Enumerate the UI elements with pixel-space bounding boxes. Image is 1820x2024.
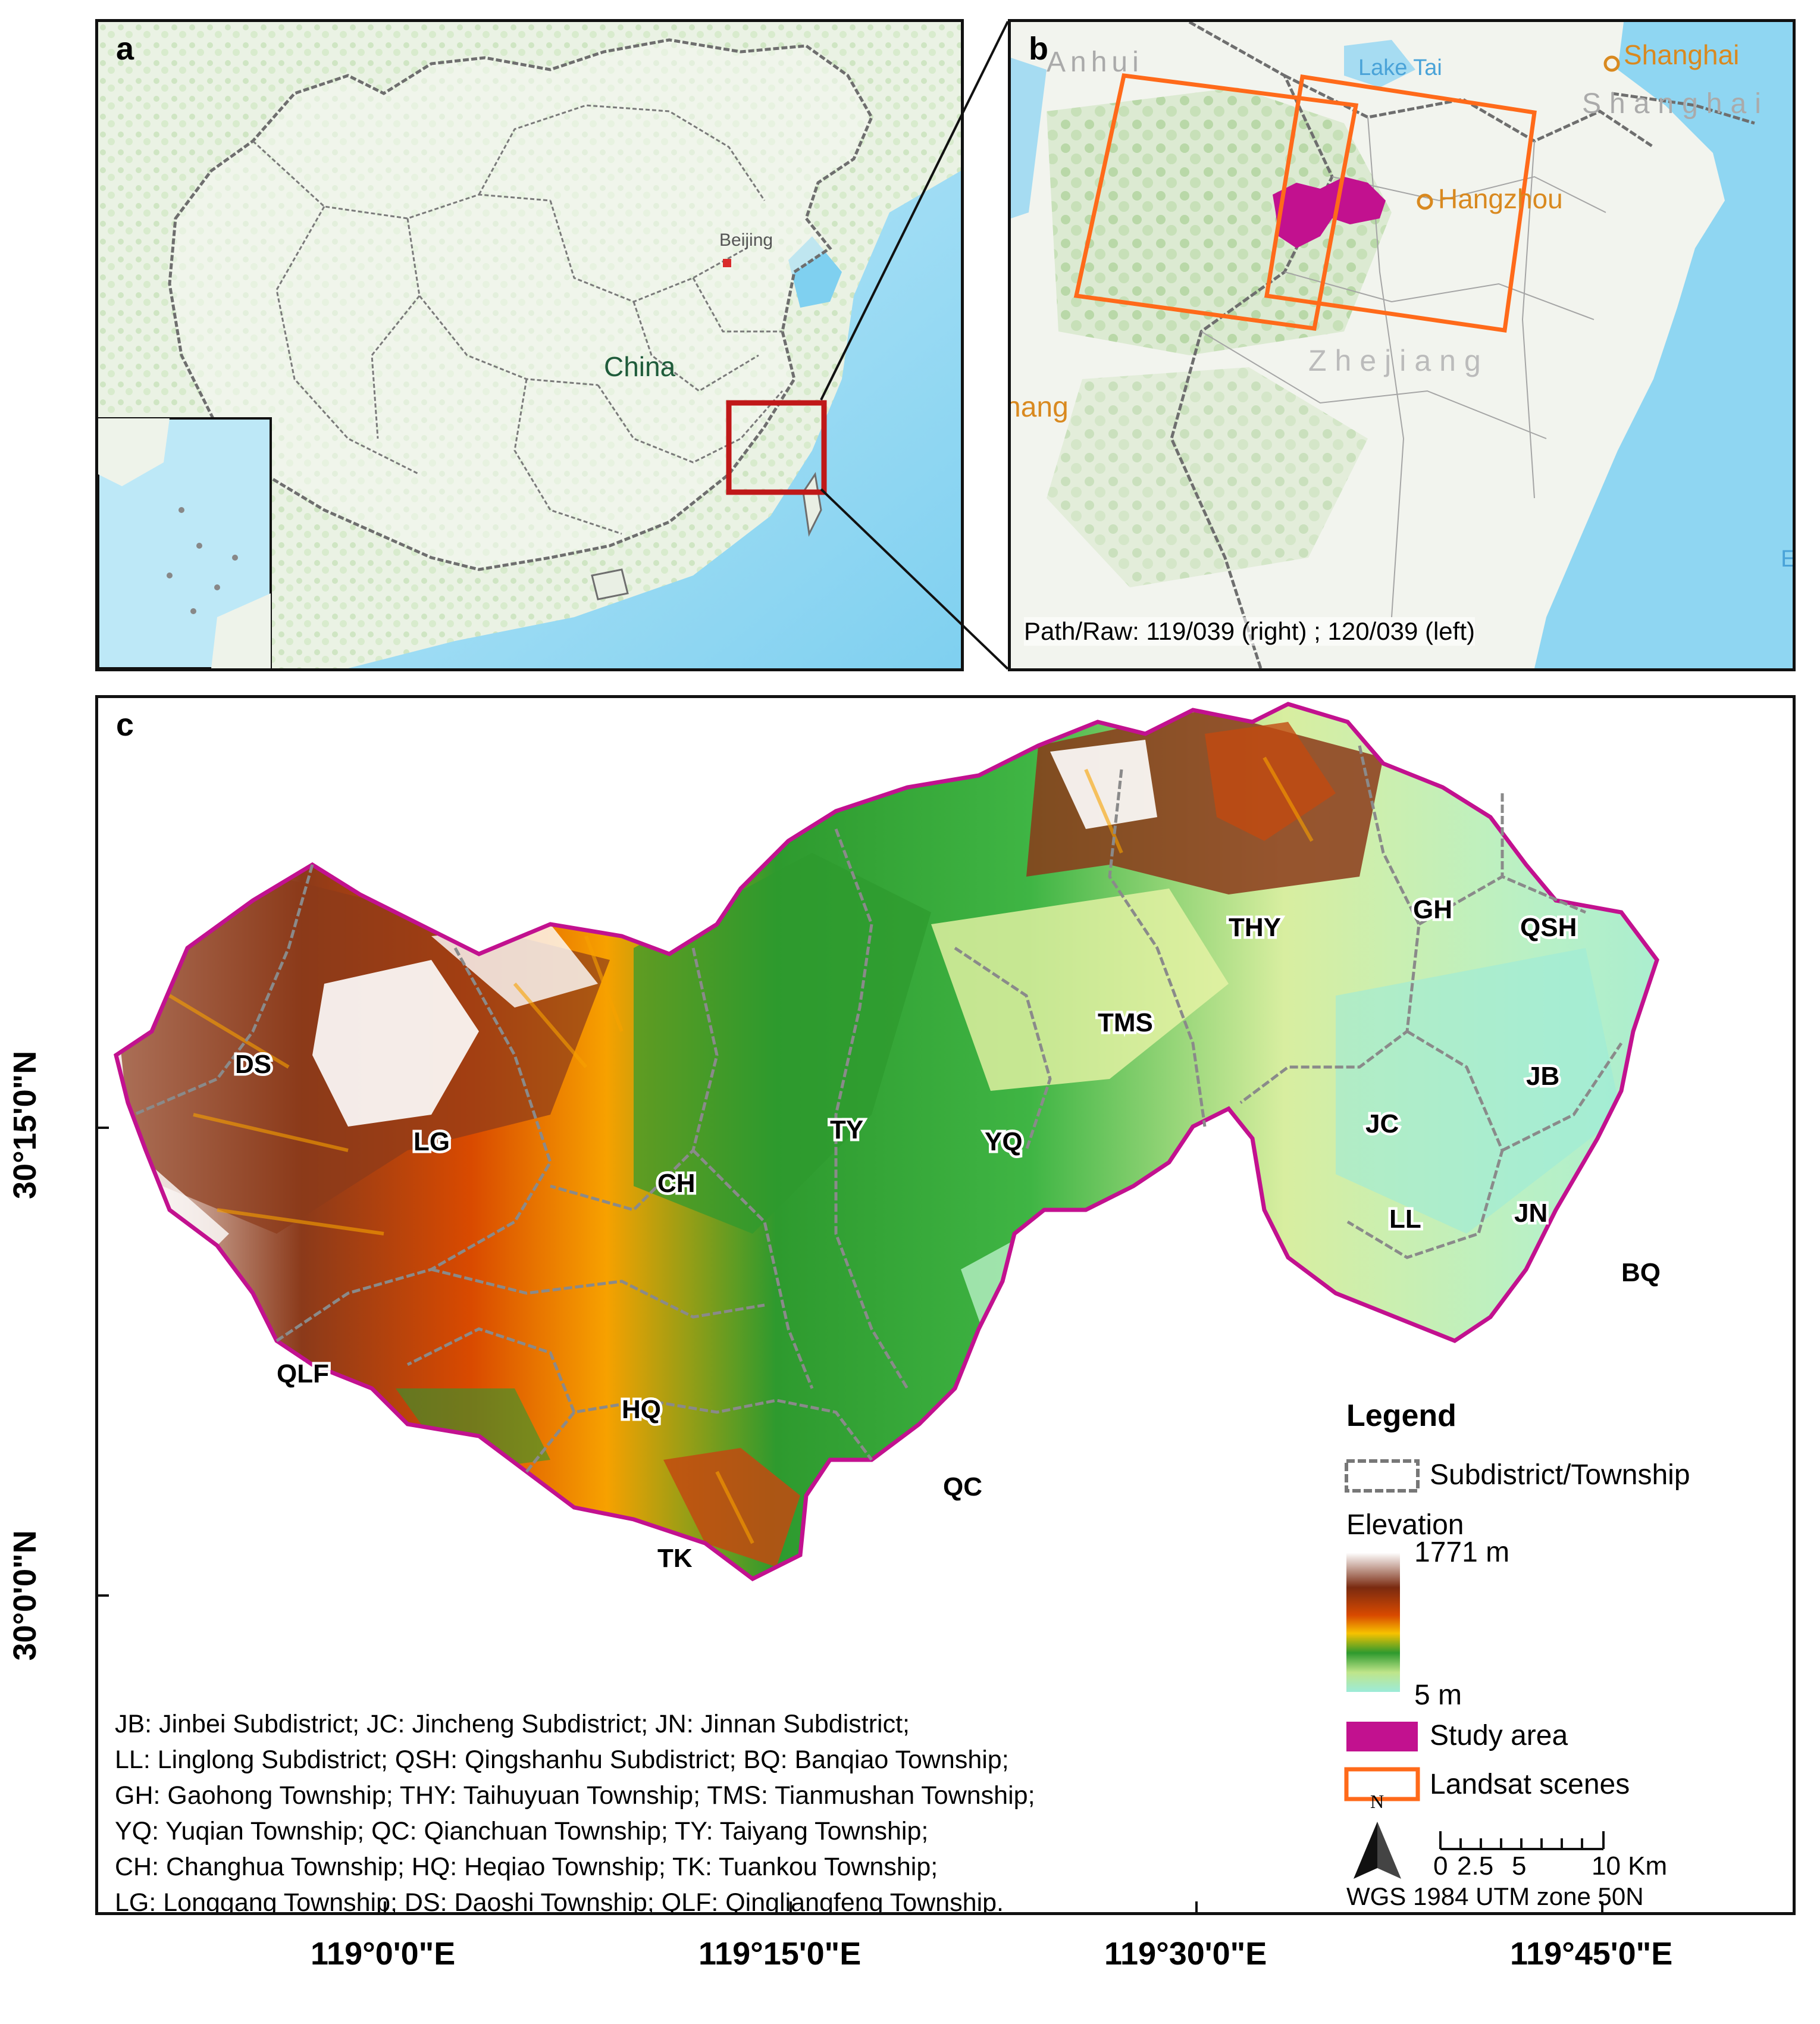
study-area-shape (1273, 177, 1386, 248)
lon-label-119-45: 119°45'0"E (1510, 1936, 1673, 1972)
township-label: JN (1514, 1199, 1548, 1228)
township-label: TY (830, 1115, 863, 1144)
lat-label-30-0: 30°0'0"N (7, 1530, 43, 1661)
township-label: QC (943, 1472, 982, 1501)
scale-tick-0: 0 (1433, 1851, 1448, 1881)
panel-a-china-overview: a (95, 19, 964, 671)
path-row-note: Path/Raw: 119/039 (right) ; 120/039 (lef… (1024, 617, 1475, 646)
legend-landsat-swatch (1344, 1767, 1420, 1801)
abbreviation-line: LG: Longgang Township; DS: Daoshi Townsh… (115, 1888, 1004, 1915)
legend-elevation-label: Elevation (1346, 1509, 1464, 1541)
township-label: YQ (985, 1127, 1023, 1156)
beijing-marker (723, 259, 731, 267)
township-label: THY (1229, 913, 1281, 942)
elevation-map: THY GH QSH TMS DS LG CH TY YQ JB JC LL J… (98, 698, 1664, 1912)
abbreviation-line: JB: Jinbei Subdistrict; JC: Jincheng Sub… (115, 1710, 910, 1738)
hangzhou-marker (1417, 193, 1433, 210)
legend-study-area-label: Study area (1430, 1720, 1568, 1751)
scale-tick-10: 10 Km (1592, 1851, 1668, 1881)
locator-box (726, 400, 827, 495)
panel-letter-b: b (1029, 31, 1048, 67)
regional-map (1011, 22, 1793, 668)
china-map (98, 22, 961, 668)
edge-letter-label: E (1781, 546, 1796, 572)
jiangxi-partial-label: hang (1008, 392, 1069, 423)
shanghai-city-label: Shanghai (1624, 39, 1740, 70)
scale-tick-5: 5 (1512, 1851, 1527, 1881)
legend-landsat-label: Landsat scenes (1430, 1769, 1630, 1800)
panel-b-regional-map: b (1008, 19, 1796, 671)
township-label: TK (657, 1544, 693, 1573)
township-label: LG (414, 1127, 450, 1156)
lake-tai-label: Lake Tai (1358, 55, 1442, 80)
township-label: GH (1413, 895, 1452, 924)
township-label: JB (1526, 1062, 1559, 1091)
township-label: LL (1389, 1205, 1421, 1234)
projection-label: WGS 1984 UTM zone 50N (1346, 1882, 1644, 1910)
legend-title: Legend (1346, 1399, 1456, 1433)
abbreviation-line: CH: Changhua Township; HQ: Heqiao Townsh… (115, 1853, 938, 1881)
legend-elevation-ramp (1346, 1553, 1400, 1692)
township-boundaries (133, 745, 1623, 1473)
hangzhou-label: Hangzhou (1438, 183, 1563, 214)
shanghai-marker (1603, 55, 1620, 72)
shanghai-region-label: Shanghai (1582, 88, 1769, 120)
zoom-connector-lines (820, 21, 1009, 670)
lon-label-119-0: 119°0'0"E (311, 1936, 456, 1972)
township-label: QSH (1520, 913, 1577, 942)
legend-boundary-swatch (1345, 1459, 1420, 1493)
abbreviation-line: GH: Gaohong Township; THY: Taihuyuan Tow… (115, 1781, 1035, 1810)
township-label: QLF (277, 1359, 329, 1388)
abbreviation-line: LL: Linglong Subdistrict; QSH: Qingshanh… (115, 1745, 1009, 1774)
township-label: CH (657, 1169, 696, 1198)
township-label: DS (235, 1050, 271, 1079)
abbreviation-line: YQ: Yuqian Township; QC: Qianchuan Towns… (115, 1817, 929, 1845)
lon-label-119-30: 119°30'0"E (1104, 1936, 1267, 1972)
anhui-label: Anhui (1047, 46, 1144, 78)
china-label: China (604, 351, 676, 382)
panel-letter-a: a (116, 31, 134, 67)
north-arrow-icon (1354, 1822, 1401, 1879)
legend-boundary-label: Subdistrict/Township (1430, 1459, 1690, 1491)
township-label: TMS (1098, 1008, 1153, 1037)
township-label: BQ (1621, 1258, 1661, 1287)
zhejiang-label: Zhejiang (1308, 344, 1489, 377)
township-label: JC (1365, 1109, 1399, 1138)
scale-bar (1439, 1831, 1605, 1850)
scale-tick-2-5: 2.5 (1457, 1851, 1494, 1881)
north-label: N (1370, 1791, 1384, 1812)
lon-label-119-15: 119°15'0"E (698, 1936, 862, 1972)
panel-letter-c: c (116, 707, 134, 743)
panel-c-elevation-map: c (95, 695, 1796, 1915)
legend-elevation-min: 5 m (1414, 1679, 1462, 1711)
legend-elevation-max: 1771 m (1414, 1537, 1510, 1568)
township-label: HQ (622, 1395, 661, 1424)
beijing-label: Beijing (719, 230, 773, 250)
lat-label-30-15: 30°15'0"N (7, 1050, 43, 1199)
legend-study-area-swatch (1346, 1722, 1418, 1751)
landsat-scenes (1073, 73, 1537, 333)
